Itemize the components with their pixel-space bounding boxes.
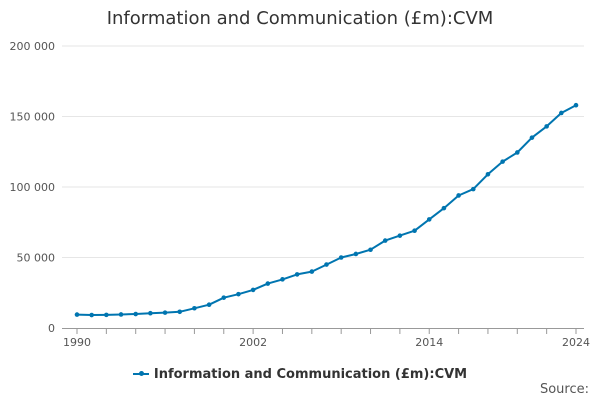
y-tick-label: 0: [48, 322, 55, 335]
data-point[interactable]: [353, 251, 359, 257]
data-point[interactable]: [573, 102, 579, 108]
data-point[interactable]: [250, 287, 256, 293]
data-point[interactable]: [309, 269, 315, 274]
axes: 0 50 000 100 000 150 000 200 000 1990 2002 2014…: [10, 40, 591, 349]
chart-title: Information and Communication (£m):CVM: [106, 8, 494, 29]
data-point[interactable]: [470, 186, 476, 192]
data-point[interactable]: [265, 281, 271, 286]
data-point[interactable]: [544, 124, 549, 129]
data-point[interactable]: [426, 217, 432, 222]
series-layer: [74, 102, 579, 318]
y-tick-label: 150 000: [10, 111, 56, 124]
data-point[interactable]: [294, 272, 300, 277]
data-point[interactable]: [280, 277, 285, 282]
data-point[interactable]: [397, 233, 403, 238]
legend-line-icon: [132, 371, 149, 376]
data-point[interactable]: [441, 205, 447, 211]
x-tick-label: 2024: [562, 336, 590, 349]
data-point[interactable]: [382, 238, 388, 243]
data-point[interactable]: [485, 172, 491, 177]
data-point[interactable]: [118, 312, 124, 317]
x-tick-label: 1990: [63, 336, 91, 349]
data-point[interactable]: [412, 228, 417, 234]
source-label: Source:: [539, 382, 589, 397]
x-tick-label: 2002: [239, 336, 267, 349]
x-tick-label: 2014: [415, 336, 443, 349]
y-tick-label: 50 000: [17, 252, 56, 265]
data-point[interactable]: [148, 310, 153, 316]
data-point[interactable]: [236, 291, 241, 297]
legend[interactable]: Information and Communication (£m):CVM: [0, 364, 600, 382]
data-point[interactable]: [133, 311, 139, 317]
legend-label: Information and Communication (£m):CVM: [153, 366, 468, 382]
series-line: [76, 104, 577, 316]
data-point[interactable]: [162, 310, 168, 315]
gridlines: [62, 45, 584, 258]
data-point[interactable]: [514, 150, 520, 155]
data-point[interactable]: [368, 247, 373, 253]
data-point[interactable]: [192, 305, 197, 311]
data-point[interactable]: [206, 302, 212, 308]
data-point[interactable]: [338, 255, 344, 260]
data-point[interactable]: [324, 262, 329, 267]
data-point[interactable]: [177, 309, 183, 315]
data-point[interactable]: [89, 312, 94, 318]
data-point[interactable]: [500, 159, 505, 164]
y-tick-label: 200 000: [10, 40, 56, 53]
y-tick-label: 100 000: [10, 181, 56, 194]
data-point[interactable]: [74, 312, 80, 317]
data-point[interactable]: [104, 312, 109, 318]
data-point[interactable]: [559, 110, 564, 116]
data-point[interactable]: [456, 193, 461, 198]
data-point[interactable]: [529, 135, 535, 140]
legend-item[interactable]: Information and Communication (£m):CVM: [132, 366, 468, 382]
data-point[interactable]: [221, 295, 227, 300]
